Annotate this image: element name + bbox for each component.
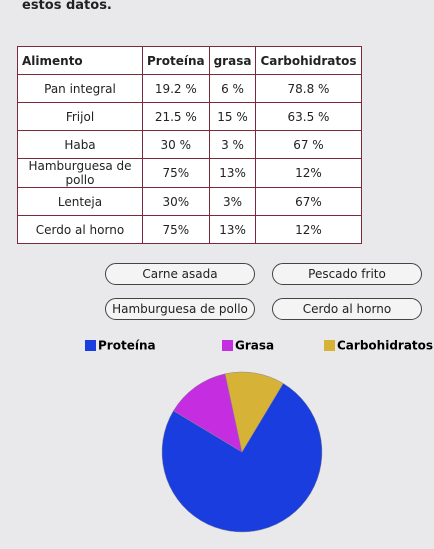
table-cell: Lenteja xyxy=(17,187,143,216)
table-row: Cerdo al horno 75% 13% 12% xyxy=(17,215,362,244)
table-cell: 12% xyxy=(255,215,362,244)
table-cell: 3% xyxy=(208,187,257,216)
table-row: Hamburguesa de pollo 75% 13% 12% xyxy=(17,158,362,188)
table-cell: 75% xyxy=(142,215,210,244)
table-cell: 6 % xyxy=(208,74,257,103)
table-cell: 19.2 % xyxy=(142,74,210,103)
option-button[interactable]: Pescado frito xyxy=(272,263,422,285)
table-cell: 30% xyxy=(142,187,210,216)
table-cell: Haba xyxy=(17,130,143,159)
table-row: Lenteja 30% 3% 67% xyxy=(17,187,362,216)
pie-slice xyxy=(161,383,323,533)
header-row: Alimento Proteína grasa Carbohidratos xyxy=(17,46,362,75)
table-cell: 63.5 % xyxy=(255,102,362,131)
option-button[interactable]: Hamburguesa de pollo xyxy=(105,298,255,320)
table-row: Pan integral 19.2 % 6 % 78.8 % xyxy=(17,74,362,103)
table-cell: Cerdo al horno xyxy=(17,215,143,244)
column-header: Carbohidratos xyxy=(255,46,362,75)
pie-slice xyxy=(173,373,243,453)
table-row: Frijol 21.5 % 15 % 63.5 % xyxy=(17,102,362,131)
legend-label: Carbohidratos xyxy=(337,339,433,353)
legend-label: Proteína xyxy=(98,339,156,353)
option-button[interactable]: Carne asada xyxy=(105,263,255,285)
table-cell: 13% xyxy=(208,215,257,244)
legend-swatch xyxy=(324,340,335,351)
legend-label: Grasa xyxy=(235,339,274,353)
legend-swatch xyxy=(85,340,96,351)
table-cell: 15 % xyxy=(208,102,257,131)
option-button[interactable]: Cerdo al horno xyxy=(272,298,422,320)
pie-slice xyxy=(224,371,284,453)
legend-swatch xyxy=(222,340,233,351)
data-table: Alimento Proteína grasa Carbohidratos Pan in… xyxy=(17,46,362,244)
header-text: estos datos. xyxy=(22,0,112,13)
table-cell: 3 % xyxy=(208,130,257,159)
table-cell: Hamburguesa de pollo xyxy=(17,158,143,188)
